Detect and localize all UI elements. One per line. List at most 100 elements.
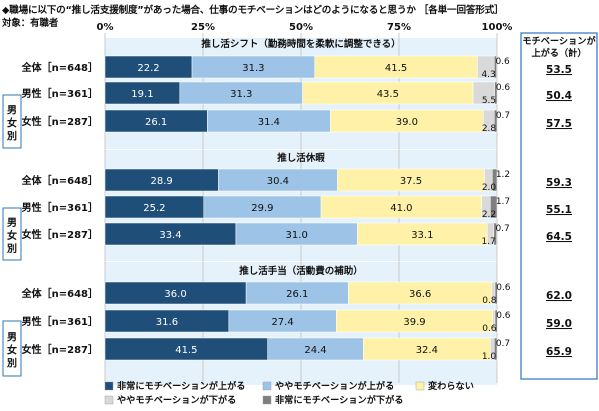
small-value-label: 0.6 bbox=[496, 83, 511, 93]
gender-group-box bbox=[2, 94, 22, 149]
row-label: 男性［n=361］ bbox=[22, 315, 98, 328]
gender-group-label: 男 bbox=[7, 105, 17, 117]
chart-title: ◆職場に以下の“推し活支援制度”があった場合、仕事のモチベーションはどのようにな… bbox=[2, 5, 504, 16]
legend-label: 変わらない bbox=[428, 380, 474, 392]
x-tick-label: 25% bbox=[191, 22, 215, 33]
bar-segment bbox=[494, 281, 498, 305]
small-value-label: 5.5 bbox=[482, 96, 496, 106]
small-value-label: 0.6 bbox=[495, 57, 510, 67]
small-value-label: 4.3 bbox=[481, 70, 495, 80]
small-value-label: 0.7 bbox=[496, 111, 510, 121]
row-label: 全体［n=648］ bbox=[21, 174, 98, 187]
segment-value-label: 39.9 bbox=[403, 317, 425, 328]
segment-value-label: 31.6 bbox=[156, 317, 178, 328]
small-value-label: 2.2 bbox=[482, 210, 496, 220]
bar-segment bbox=[494, 309, 498, 333]
row-label: 男性［n=361］ bbox=[22, 87, 98, 100]
row-label: 全体［n=648］ bbox=[21, 287, 98, 300]
section-title: 推し活手当（活動費の補助） bbox=[239, 265, 363, 277]
x-tick-label: 0% bbox=[97, 22, 114, 33]
segment-value-label: 41.0 bbox=[390, 203, 412, 214]
row-label: 女性［n=287］ bbox=[22, 343, 98, 356]
bar-segment bbox=[492, 168, 498, 192]
small-value-label: 0.7 bbox=[495, 224, 509, 234]
small-value-label: 2.0 bbox=[482, 183, 497, 193]
legend-swatch bbox=[104, 381, 114, 391]
segment-value-label: 26.1 bbox=[145, 117, 167, 128]
chart-subject: 対象：有職者 bbox=[2, 18, 59, 29]
bar-segment bbox=[494, 81, 498, 105]
legend-label: ややモチベーションが上がる bbox=[275, 380, 394, 392]
small-value-label: 0.6 bbox=[496, 283, 511, 293]
motivation-up-value: 64.5 bbox=[546, 231, 572, 243]
small-value-label: 1.7 bbox=[481, 237, 495, 247]
segment-value-label: 37.5 bbox=[400, 176, 422, 187]
small-value-label: 0.7 bbox=[496, 339, 510, 349]
motivation-up-value: 59.3 bbox=[546, 177, 572, 189]
legend-label: 非常にモチベーションが上がる bbox=[117, 380, 245, 392]
segment-value-label: 36.6 bbox=[409, 289, 431, 300]
gender-group-box bbox=[2, 320, 22, 377]
motivation-up-value: 53.5 bbox=[546, 64, 572, 76]
bar-segment bbox=[494, 55, 497, 79]
gender-group-label: 女 bbox=[7, 229, 17, 242]
segment-value-label: 28.9 bbox=[151, 176, 173, 187]
row-label: 女性［n=287］ bbox=[22, 115, 98, 128]
section-title: 推し活シフト（勤務時間を柔軟に調整できる） bbox=[201, 38, 400, 50]
bar-segment bbox=[494, 337, 498, 361]
x-tick-label: 75% bbox=[387, 22, 411, 33]
motivation-up-value: 55.1 bbox=[546, 204, 572, 216]
segment-value-label: 25.2 bbox=[143, 203, 165, 214]
gender-group-label: 別 bbox=[6, 130, 17, 143]
motivation-header-line2: 上がる（計） bbox=[531, 47, 586, 59]
segment-value-label: 26.1 bbox=[286, 289, 308, 300]
x-tick-label: 100% bbox=[482, 22, 513, 33]
segment-value-label: 33.1 bbox=[411, 230, 433, 241]
motivation-up-value: 57.5 bbox=[546, 118, 572, 130]
row-label: 全体［n=648］ bbox=[21, 61, 98, 74]
gender-group-label: 別 bbox=[6, 242, 17, 255]
small-value-label: 1.2 bbox=[496, 170, 510, 180]
segment-value-label: 22.2 bbox=[137, 63, 159, 74]
segment-value-label: 39.0 bbox=[396, 117, 418, 128]
segment-value-label: 29.9 bbox=[251, 203, 273, 214]
segment-value-label: 24.4 bbox=[304, 345, 326, 356]
motivation-up-value: 50.4 bbox=[546, 90, 572, 102]
segment-value-label: 27.4 bbox=[271, 317, 293, 328]
x-tick-label: 50% bbox=[289, 22, 313, 33]
row-label: 男性［n=361］ bbox=[22, 201, 98, 214]
section-title: 推し活休暇 bbox=[277, 152, 325, 164]
bar-segment bbox=[494, 109, 498, 133]
legend-label: 非常にモチベーションが下がる bbox=[275, 394, 403, 406]
row-label: 女性［n=287］ bbox=[22, 228, 98, 241]
gender-group-box bbox=[2, 207, 22, 261]
small-value-label: 0.8 bbox=[482, 296, 497, 306]
small-value-label: 0.6 bbox=[482, 324, 497, 334]
small-value-label: 1.7 bbox=[496, 197, 510, 207]
segment-value-label: 31.0 bbox=[286, 230, 308, 241]
motivation-up-value: 59.0 bbox=[546, 318, 572, 330]
segment-value-label: 41.5 bbox=[385, 63, 407, 74]
segment-value-label: 33.4 bbox=[159, 230, 181, 241]
bar-segment bbox=[493, 222, 497, 246]
segment-value-label: 31.3 bbox=[230, 89, 252, 100]
gender-group-label: 男 bbox=[7, 217, 17, 229]
legend-swatch bbox=[262, 395, 272, 405]
gender-group-label: 別 bbox=[6, 357, 17, 370]
gender-group-label: 女 bbox=[7, 117, 17, 130]
bar-segment bbox=[490, 195, 498, 219]
segment-value-label: 43.5 bbox=[377, 89, 399, 100]
legend-swatch bbox=[104, 395, 114, 405]
segment-value-label: 31.3 bbox=[242, 63, 264, 74]
small-value-label: 1.0 bbox=[482, 352, 497, 362]
motivation-column-box bbox=[520, 32, 598, 380]
legend-label: ややモチベーションが下がる bbox=[117, 394, 236, 406]
gender-group-label: 男 bbox=[7, 332, 17, 344]
segment-value-label: 30.4 bbox=[267, 176, 289, 187]
segment-value-label: 31.4 bbox=[258, 117, 280, 128]
segment-value-label: 36.0 bbox=[164, 289, 186, 300]
segment-value-label: 32.4 bbox=[416, 345, 438, 356]
motivation-header-line1: モチベーションが bbox=[522, 35, 596, 47]
small-value-label: 2.8 bbox=[482, 124, 497, 134]
